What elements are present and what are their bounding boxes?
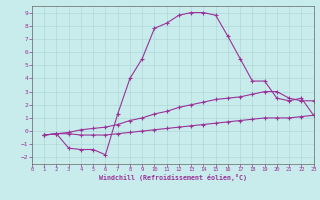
X-axis label: Windchill (Refroidissement éolien,°C): Windchill (Refroidissement éolien,°C) [99, 174, 247, 181]
